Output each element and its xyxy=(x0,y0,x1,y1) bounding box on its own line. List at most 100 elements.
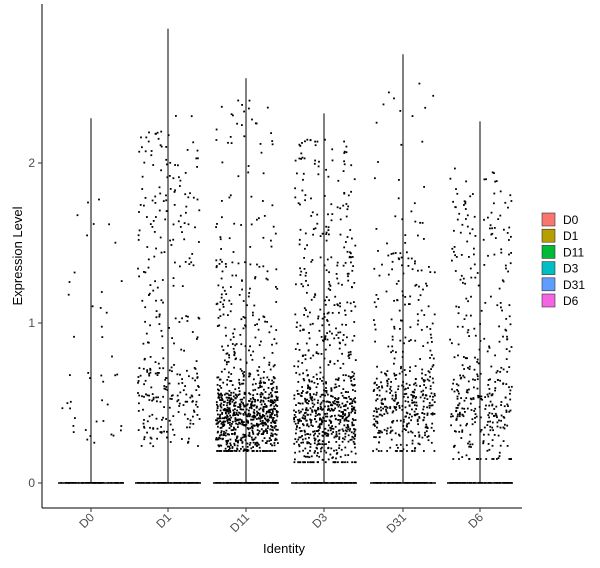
data-point xyxy=(375,420,377,423)
data-point xyxy=(219,385,221,387)
data-point xyxy=(148,372,150,375)
data-point xyxy=(349,302,352,305)
data-point xyxy=(223,393,226,396)
data-point xyxy=(335,386,338,388)
data-point xyxy=(413,388,416,391)
data-point xyxy=(257,433,259,436)
data-point xyxy=(423,186,425,188)
data-point xyxy=(303,314,305,316)
data-point xyxy=(273,364,276,366)
data-point xyxy=(321,408,323,411)
data-point xyxy=(416,323,419,326)
data-point xyxy=(348,357,351,359)
data-point xyxy=(177,399,180,401)
data-point xyxy=(192,415,194,418)
data-point xyxy=(250,354,252,357)
data-point xyxy=(167,134,170,137)
data-point xyxy=(247,428,250,431)
data-point xyxy=(330,390,333,392)
data-point xyxy=(303,379,306,382)
data-point xyxy=(246,445,249,448)
data-point xyxy=(344,403,347,406)
data-point xyxy=(294,422,297,425)
data-point xyxy=(299,402,302,405)
data-point xyxy=(240,343,243,346)
data-point xyxy=(172,177,175,180)
data-point xyxy=(498,419,500,422)
data-point xyxy=(319,366,322,369)
data-point xyxy=(253,409,256,411)
data-point xyxy=(456,218,459,221)
data-point xyxy=(138,394,141,397)
data-point xyxy=(143,426,146,429)
data-point xyxy=(219,437,222,440)
data-point xyxy=(271,413,273,416)
data-point xyxy=(260,392,263,394)
data-point xyxy=(452,458,455,460)
data-point xyxy=(307,409,309,412)
data-point xyxy=(488,345,490,348)
data-point xyxy=(354,244,357,247)
data-point xyxy=(502,382,505,385)
data-point xyxy=(509,194,512,197)
data-point xyxy=(354,390,357,392)
data-point xyxy=(344,343,347,346)
data-point xyxy=(486,393,489,396)
data-point xyxy=(308,456,311,459)
data-point xyxy=(453,250,455,253)
data-point xyxy=(266,278,269,281)
data-point xyxy=(137,376,140,378)
data-point xyxy=(335,457,337,460)
data-point xyxy=(491,227,493,230)
data-point xyxy=(230,416,233,419)
data-point xyxy=(411,391,414,393)
data-point xyxy=(477,458,480,460)
data-point xyxy=(351,418,354,420)
data-point xyxy=(378,389,381,392)
data-point xyxy=(248,400,251,402)
data-point xyxy=(198,394,201,396)
data-point xyxy=(188,257,191,260)
data-point xyxy=(332,409,334,412)
data-point xyxy=(493,227,496,229)
data-point xyxy=(264,403,266,405)
data-point xyxy=(393,374,396,377)
data-point xyxy=(342,264,345,267)
data-point xyxy=(275,438,278,441)
data-point xyxy=(407,387,409,389)
data-point xyxy=(229,194,232,197)
data-point xyxy=(346,336,348,339)
data-point xyxy=(471,228,474,231)
data-point xyxy=(391,397,394,400)
data-point xyxy=(467,366,469,369)
data-point xyxy=(387,273,390,276)
data-point xyxy=(423,384,425,386)
data-point xyxy=(196,377,199,379)
data-point xyxy=(469,402,472,405)
data-point xyxy=(387,345,390,348)
data-point xyxy=(220,277,223,280)
data-point xyxy=(347,415,350,418)
data-point xyxy=(303,307,306,310)
data-point xyxy=(275,329,278,331)
data-point xyxy=(306,291,308,294)
data-point xyxy=(259,450,262,452)
data-point xyxy=(264,417,266,420)
data-point xyxy=(326,312,329,315)
data-point xyxy=(429,349,432,352)
data-point xyxy=(271,389,274,392)
data-point xyxy=(232,336,235,338)
data-point xyxy=(221,161,224,164)
data-point xyxy=(414,447,416,450)
data-point xyxy=(497,457,500,459)
data-point xyxy=(189,419,192,422)
data-point xyxy=(246,450,248,452)
data-point xyxy=(507,270,509,273)
data-point xyxy=(455,417,458,420)
data-point xyxy=(72,431,75,433)
legend-label: D0 xyxy=(563,213,579,227)
data-point xyxy=(347,275,349,278)
data-point xyxy=(317,352,320,355)
data-point xyxy=(415,384,418,387)
data-point xyxy=(324,431,326,434)
